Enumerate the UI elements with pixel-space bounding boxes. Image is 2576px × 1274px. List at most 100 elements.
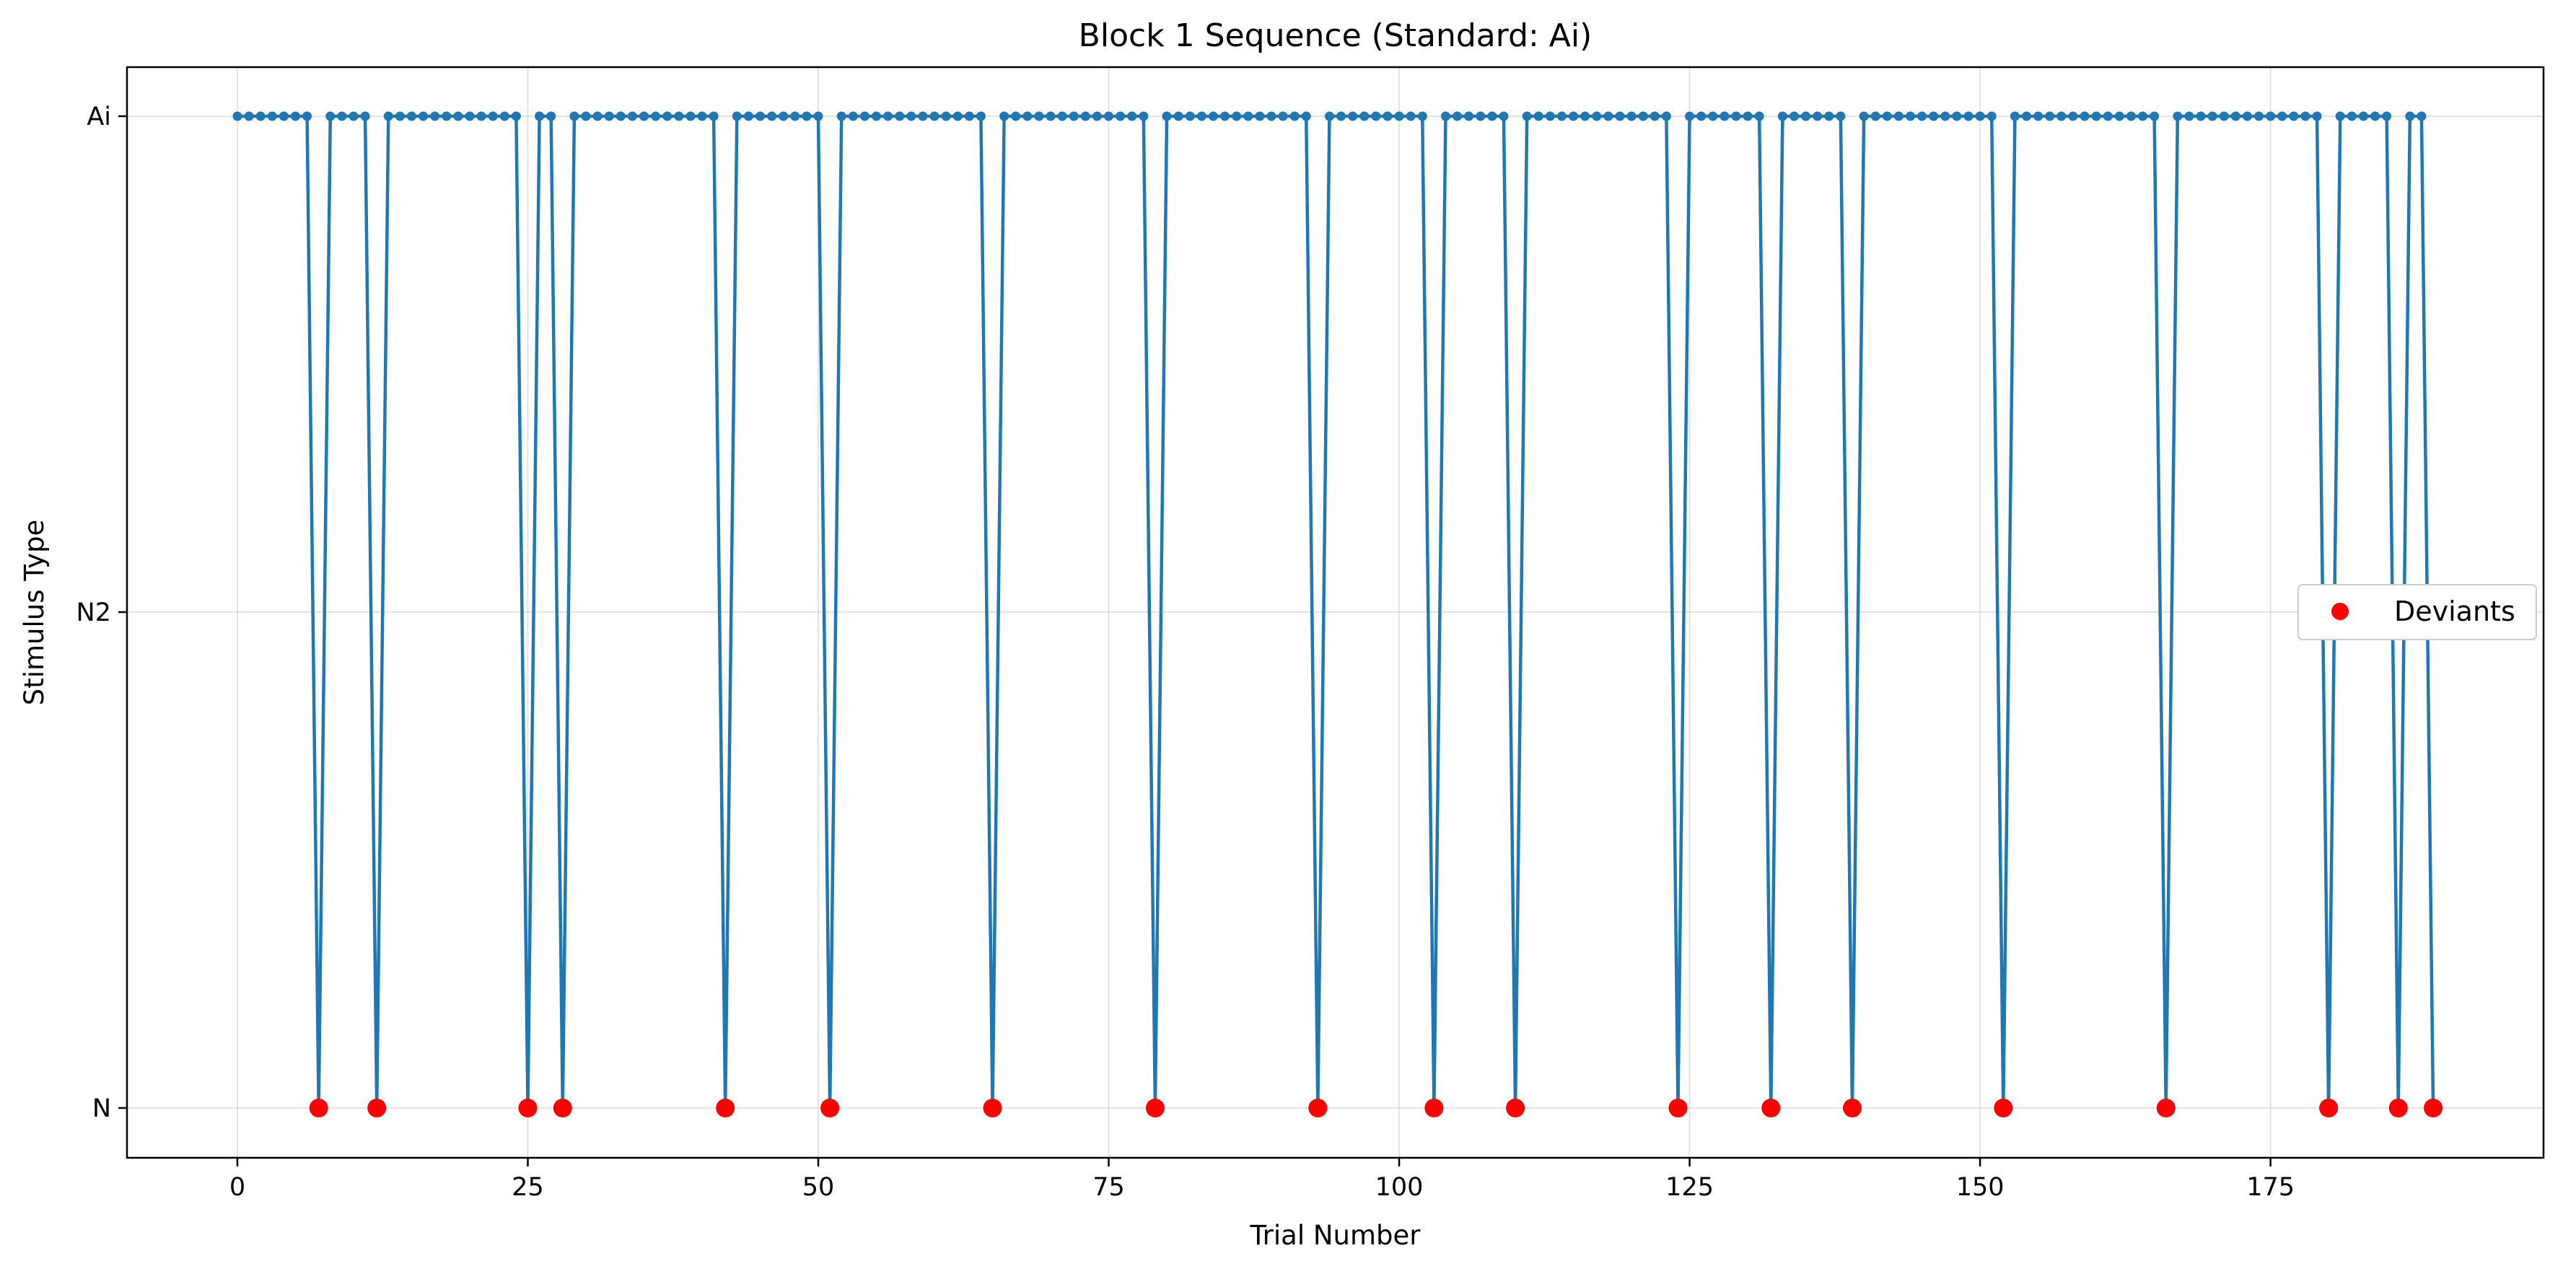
sequence-point bbox=[651, 111, 661, 121]
sequence-point bbox=[929, 111, 939, 121]
sequence-point bbox=[1499, 111, 1509, 121]
sequence-point bbox=[2114, 111, 2124, 121]
sequence-point bbox=[1104, 111, 1114, 121]
deviant-point bbox=[983, 1099, 1002, 1117]
sequence-point bbox=[1034, 111, 1044, 121]
y-tick-label: Ai bbox=[87, 102, 111, 131]
sequence-point bbox=[976, 111, 986, 121]
sequence-point bbox=[1208, 111, 1218, 121]
sequence-point bbox=[406, 111, 416, 121]
sequence-point bbox=[1057, 111, 1067, 121]
sequence-point bbox=[1289, 111, 1300, 121]
sequence-point bbox=[325, 111, 336, 121]
sequence-point bbox=[1986, 111, 1997, 121]
sequence-point bbox=[244, 111, 254, 121]
sequence-point bbox=[2300, 111, 2310, 121]
deviant-point bbox=[553, 1099, 572, 1117]
sequence-point bbox=[535, 111, 545, 121]
deviant-point bbox=[1424, 1099, 1444, 1117]
deviant-point bbox=[1145, 1099, 1165, 1117]
sequence-point bbox=[674, 111, 684, 121]
sequence-point bbox=[1185, 111, 1195, 121]
sequence-point bbox=[546, 111, 556, 121]
deviant-point bbox=[1308, 1099, 1328, 1117]
sequence-point bbox=[2056, 111, 2067, 121]
sequence-point bbox=[499, 111, 509, 121]
sequence-point bbox=[476, 111, 486, 121]
sequence-point bbox=[906, 111, 916, 121]
sequence-point bbox=[2277, 111, 2287, 121]
sequence-point bbox=[2417, 111, 2427, 121]
sequence-point bbox=[360, 111, 370, 121]
sequence-point bbox=[1348, 111, 1358, 121]
sequence-point bbox=[895, 111, 905, 121]
legend-label-deviants: Deviants bbox=[2394, 595, 2515, 627]
sequence-point bbox=[1929, 111, 1939, 121]
sequence-point bbox=[1893, 111, 1903, 121]
sequence-point bbox=[1139, 111, 1149, 121]
deviants-series bbox=[309, 1099, 2443, 1117]
sequence-point bbox=[1383, 111, 1393, 121]
x-tick-label: 25 bbox=[512, 1173, 544, 1202]
deviant-point bbox=[2156, 1099, 2176, 1117]
sequence-point bbox=[1069, 111, 1079, 121]
sequence-point bbox=[2080, 111, 2090, 121]
deviant-point bbox=[1506, 1099, 1525, 1117]
y-tick-label: N2 bbox=[76, 598, 111, 627]
sequence-point bbox=[859, 111, 869, 121]
sequence-point bbox=[2033, 111, 2043, 121]
x-tick-label: 125 bbox=[1665, 1173, 1714, 1202]
sequence-point bbox=[2068, 111, 2078, 121]
sequence-point bbox=[2184, 111, 2194, 121]
sequence-point bbox=[2382, 111, 2392, 121]
sequence-point bbox=[1522, 111, 1532, 121]
sequence-point bbox=[255, 111, 266, 121]
sequence-point bbox=[1196, 111, 1206, 121]
legend: Deviants bbox=[2297, 584, 2537, 640]
deviant-point bbox=[309, 1099, 328, 1117]
sequence-point bbox=[1092, 111, 1102, 121]
sequence-point bbox=[1080, 111, 1090, 121]
deviant-point bbox=[1994, 1099, 2013, 1117]
sequence-point bbox=[1487, 111, 1497, 121]
deviant-point bbox=[1842, 1099, 1862, 1117]
sequence-point bbox=[604, 111, 614, 121]
sequence-point bbox=[2219, 111, 2229, 121]
sequence-point bbox=[1917, 111, 1927, 121]
legend-box bbox=[2297, 584, 2537, 640]
sequence-point bbox=[1336, 111, 1346, 121]
sequence-point bbox=[1301, 111, 1311, 121]
sequence-point bbox=[2010, 111, 2020, 121]
sequence-point bbox=[1940, 111, 1950, 121]
sequence-point bbox=[1708, 111, 1718, 121]
sequence-point bbox=[1127, 111, 1137, 121]
sequence-point bbox=[697, 111, 707, 121]
sequence-point bbox=[302, 111, 312, 121]
sequence-point bbox=[1162, 111, 1172, 121]
sequence-point bbox=[2207, 111, 2217, 121]
sequence-point bbox=[872, 111, 882, 121]
sequence-point bbox=[1638, 111, 1648, 121]
sequence-point bbox=[755, 111, 766, 121]
sequence-point bbox=[2091, 111, 2101, 121]
sequence-point bbox=[1905, 111, 1915, 121]
sequence-point bbox=[2358, 111, 2368, 121]
sequence-point bbox=[2312, 111, 2322, 121]
sequence-point bbox=[952, 111, 963, 121]
sequence-point bbox=[1801, 111, 1811, 121]
sequence-point bbox=[2370, 111, 2380, 121]
sequence-point bbox=[1661, 111, 1671, 121]
sequence-point bbox=[2022, 111, 2032, 121]
deviant-point bbox=[1668, 1099, 1688, 1117]
y-tick-label: N bbox=[92, 1094, 111, 1123]
sequence-point bbox=[813, 111, 823, 121]
sequence-point bbox=[662, 111, 673, 121]
sequence-point bbox=[2405, 111, 2415, 121]
sequence-point bbox=[1975, 111, 1985, 121]
sequence-point bbox=[2150, 111, 2160, 121]
sequence-point bbox=[2138, 111, 2148, 121]
sequence-point bbox=[1533, 111, 1543, 121]
sequence-point bbox=[511, 111, 521, 121]
sequence-point bbox=[383, 111, 393, 121]
deviant-point bbox=[820, 1099, 840, 1117]
